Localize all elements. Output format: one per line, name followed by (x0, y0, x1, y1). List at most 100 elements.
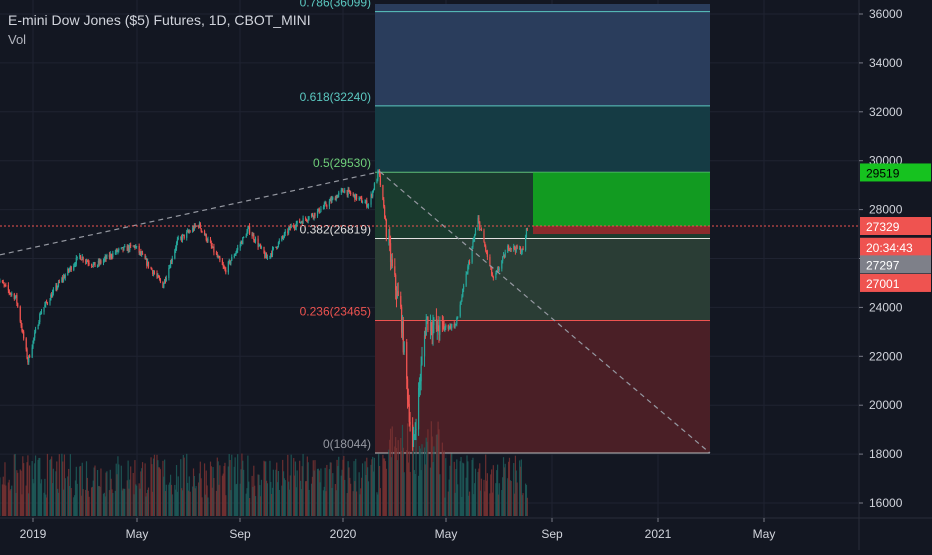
volume-bar (65, 478, 66, 516)
volume-bar (77, 484, 78, 516)
price-tick-label: 16000 (869, 496, 903, 510)
candle-body (39, 314, 40, 322)
candle-body (207, 239, 208, 241)
candle-body (326, 206, 327, 207)
volume-bar (166, 485, 167, 516)
candle-body (460, 305, 461, 317)
target-zone (533, 172, 710, 226)
last-price-tag-text: 27329 (866, 220, 900, 234)
time-tick-label: Sep (229, 527, 251, 541)
candle-body (237, 248, 238, 250)
candle-body (522, 248, 523, 250)
candle-body (166, 278, 167, 281)
time-tick-label: May (126, 527, 149, 541)
countdown-tag-text: 20:34:43 (866, 241, 913, 255)
price-tick-label: 24000 (869, 300, 903, 314)
candle-body (502, 257, 503, 261)
volume-bar (320, 469, 321, 516)
trend-line-upper (0, 172, 380, 255)
time-tick-label: May (435, 527, 458, 541)
volume-bar (100, 469, 101, 516)
fib-level-label: 0.382(26819) (300, 222, 371, 236)
candle-body (65, 275, 66, 278)
fib-zone (375, 4, 710, 12)
volume-bar (237, 454, 238, 516)
candle-body (404, 342, 405, 352)
symbol-title[interactable]: E-mini Dow Jones ($5) Futures, 1D, CBOT_… (8, 12, 311, 28)
candle-body (279, 241, 280, 242)
candle-body (398, 291, 399, 296)
candle-body (406, 342, 407, 379)
target-price-tag-text: 29519 (866, 166, 900, 180)
volume-label[interactable]: Vol (8, 31, 311, 49)
candle-body (148, 262, 149, 267)
chart-header: E-mini Dow Jones ($5) Futures, 1D, CBOT_… (8, 11, 311, 49)
candle-body (362, 202, 363, 203)
candle-body (487, 251, 488, 257)
volume-bar (261, 480, 262, 516)
candle-body (77, 256, 78, 257)
volume-bar (178, 476, 179, 516)
candle-body (320, 209, 321, 212)
candle-body (53, 290, 54, 293)
candle-body (47, 303, 48, 304)
volume-bar (522, 493, 523, 516)
candle-body (35, 329, 36, 332)
candle-body (297, 221, 298, 224)
volume-bar (415, 429, 416, 516)
candle-body (26, 349, 27, 358)
volume-bar (386, 469, 387, 516)
volume-bar (511, 481, 512, 516)
price-tick-label: 34000 (869, 56, 903, 70)
candle-body (249, 226, 250, 233)
candle-body (317, 211, 318, 216)
volume-bar (225, 495, 226, 516)
candle-body (356, 194, 357, 199)
volume-bar (207, 497, 208, 516)
volume-bar (314, 460, 315, 516)
volume-bar (17, 473, 18, 516)
volume-bar (457, 484, 458, 516)
volume-bar (392, 426, 393, 516)
candle-body (213, 247, 214, 253)
candle-body (439, 321, 440, 335)
candle-body (421, 365, 422, 382)
fib-level-label: 0(18044) (323, 437, 371, 451)
volume-bar (11, 486, 12, 516)
candle-body (16, 295, 17, 303)
volume-bar (273, 470, 274, 516)
candle-body (421, 356, 422, 364)
volume-bar (344, 480, 345, 516)
time-tick-label: 2019 (20, 527, 47, 541)
volume-bar (487, 473, 488, 516)
volume-bar (88, 497, 89, 516)
volume-bar (433, 446, 434, 516)
volume-bar (302, 454, 303, 516)
volume-bar (59, 454, 60, 516)
fib-level-label: 0.5(29530) (313, 156, 371, 170)
candle-body (43, 307, 44, 312)
volume-bar (505, 464, 506, 516)
candle-body (433, 319, 434, 325)
candle-body (29, 356, 30, 358)
candle-body (285, 231, 286, 233)
candle-body (427, 317, 428, 330)
price-tick-label: 20000 (869, 398, 903, 412)
volume-bar (368, 481, 369, 516)
candle-body (489, 257, 490, 266)
volume-bar (463, 463, 464, 516)
volume-bar (451, 454, 452, 516)
candle-body (469, 262, 470, 263)
candle-body (511, 248, 512, 249)
volume-bar (118, 464, 119, 516)
volume-bar (356, 491, 357, 516)
candle-body (163, 284, 164, 288)
candle-body (478, 218, 479, 222)
volume-bar (445, 458, 446, 516)
volume-bar (427, 429, 428, 516)
fib-zone (375, 320, 710, 453)
candle-body (332, 198, 333, 199)
time-tick-label: Sep (541, 527, 563, 541)
